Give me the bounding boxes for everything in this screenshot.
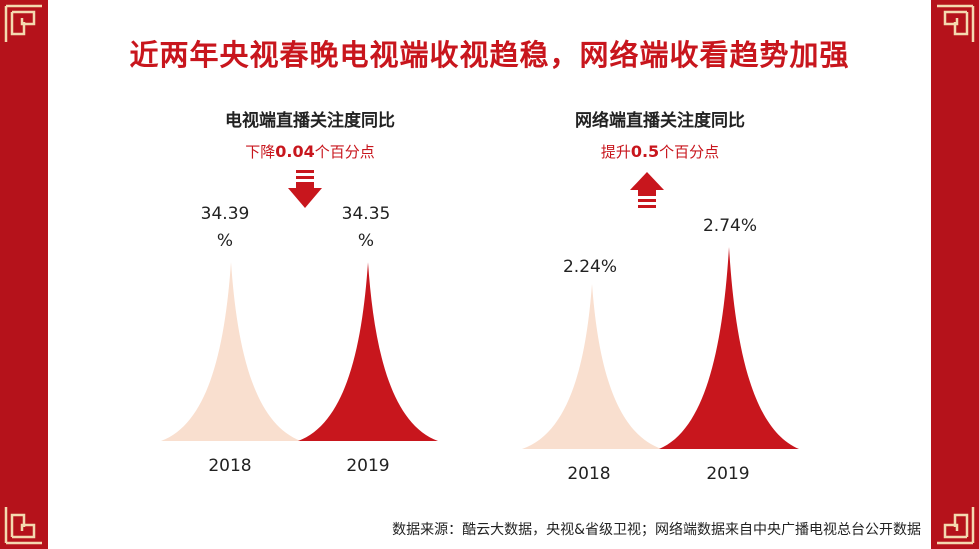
web-chart-title: 网络端直播关注度同比 bbox=[575, 111, 745, 131]
page-title: 近两年央视春晚电视端收视趋稳，网络端收看趋势加强 bbox=[129, 38, 850, 72]
bar-tv-2019 bbox=[298, 262, 438, 441]
tv-chart-title: 电视端直播关注度同比 bbox=[225, 111, 395, 131]
data-label-web-2019: 2.74% bbox=[702, 216, 757, 236]
web-change-suffix: 个百分点 bbox=[659, 143, 720, 161]
tick-label-tv-2019: 2019 bbox=[346, 456, 390, 476]
data-label-web-2018: 2.24% bbox=[562, 257, 617, 277]
data-label-tv-2019: 34.35 bbox=[341, 204, 391, 224]
tv-change-value: 0.04 bbox=[275, 142, 315, 161]
web-change-note: 提升0.5个百分点 bbox=[530, 141, 790, 162]
tick-label-web-2018: 2018 bbox=[567, 464, 611, 484]
down-arrow-icon bbox=[288, 170, 322, 208]
unit-label: % bbox=[357, 231, 375, 251]
tv-change-suffix: 个百分点 bbox=[314, 143, 375, 161]
bar-tv-2018 bbox=[161, 262, 301, 441]
tick-label-tv-2018: 2018 bbox=[208, 456, 252, 476]
bar-web-2018 bbox=[522, 283, 662, 449]
unit-label: % bbox=[216, 231, 234, 251]
tv-change-prefix: 下降 bbox=[245, 143, 276, 161]
up-arrow-icon bbox=[630, 172, 664, 208]
value-label: 34.35 % bbox=[331, 201, 401, 255]
slide-content bbox=[48, 0, 931, 549]
corner-ornament-top-right-icon bbox=[937, 4, 975, 42]
corner-ornament-top-left-icon bbox=[4, 4, 42, 42]
left-border bbox=[0, 0, 48, 549]
corner-ornament-bottom-right-icon bbox=[937, 507, 975, 545]
source-note: 数据来源：酷云大数据，央视&省级卫视；网络端数据来自中央广播电视总台公开数据 bbox=[392, 522, 921, 538]
tv-change-note: 下降0.04个百分点 bbox=[180, 141, 440, 162]
right-border bbox=[931, 0, 979, 549]
web-change-value: 0.5 bbox=[630, 142, 660, 161]
tick-label-web-2019: 2019 bbox=[706, 464, 750, 484]
bar-web-2019 bbox=[659, 247, 799, 449]
data-label-tv-2018: 34.39 bbox=[200, 204, 250, 224]
web-change-prefix: 提升 bbox=[600, 143, 631, 161]
value-label: 34.39 % bbox=[190, 201, 260, 255]
corner-ornament-bottom-left-icon bbox=[4, 507, 42, 545]
